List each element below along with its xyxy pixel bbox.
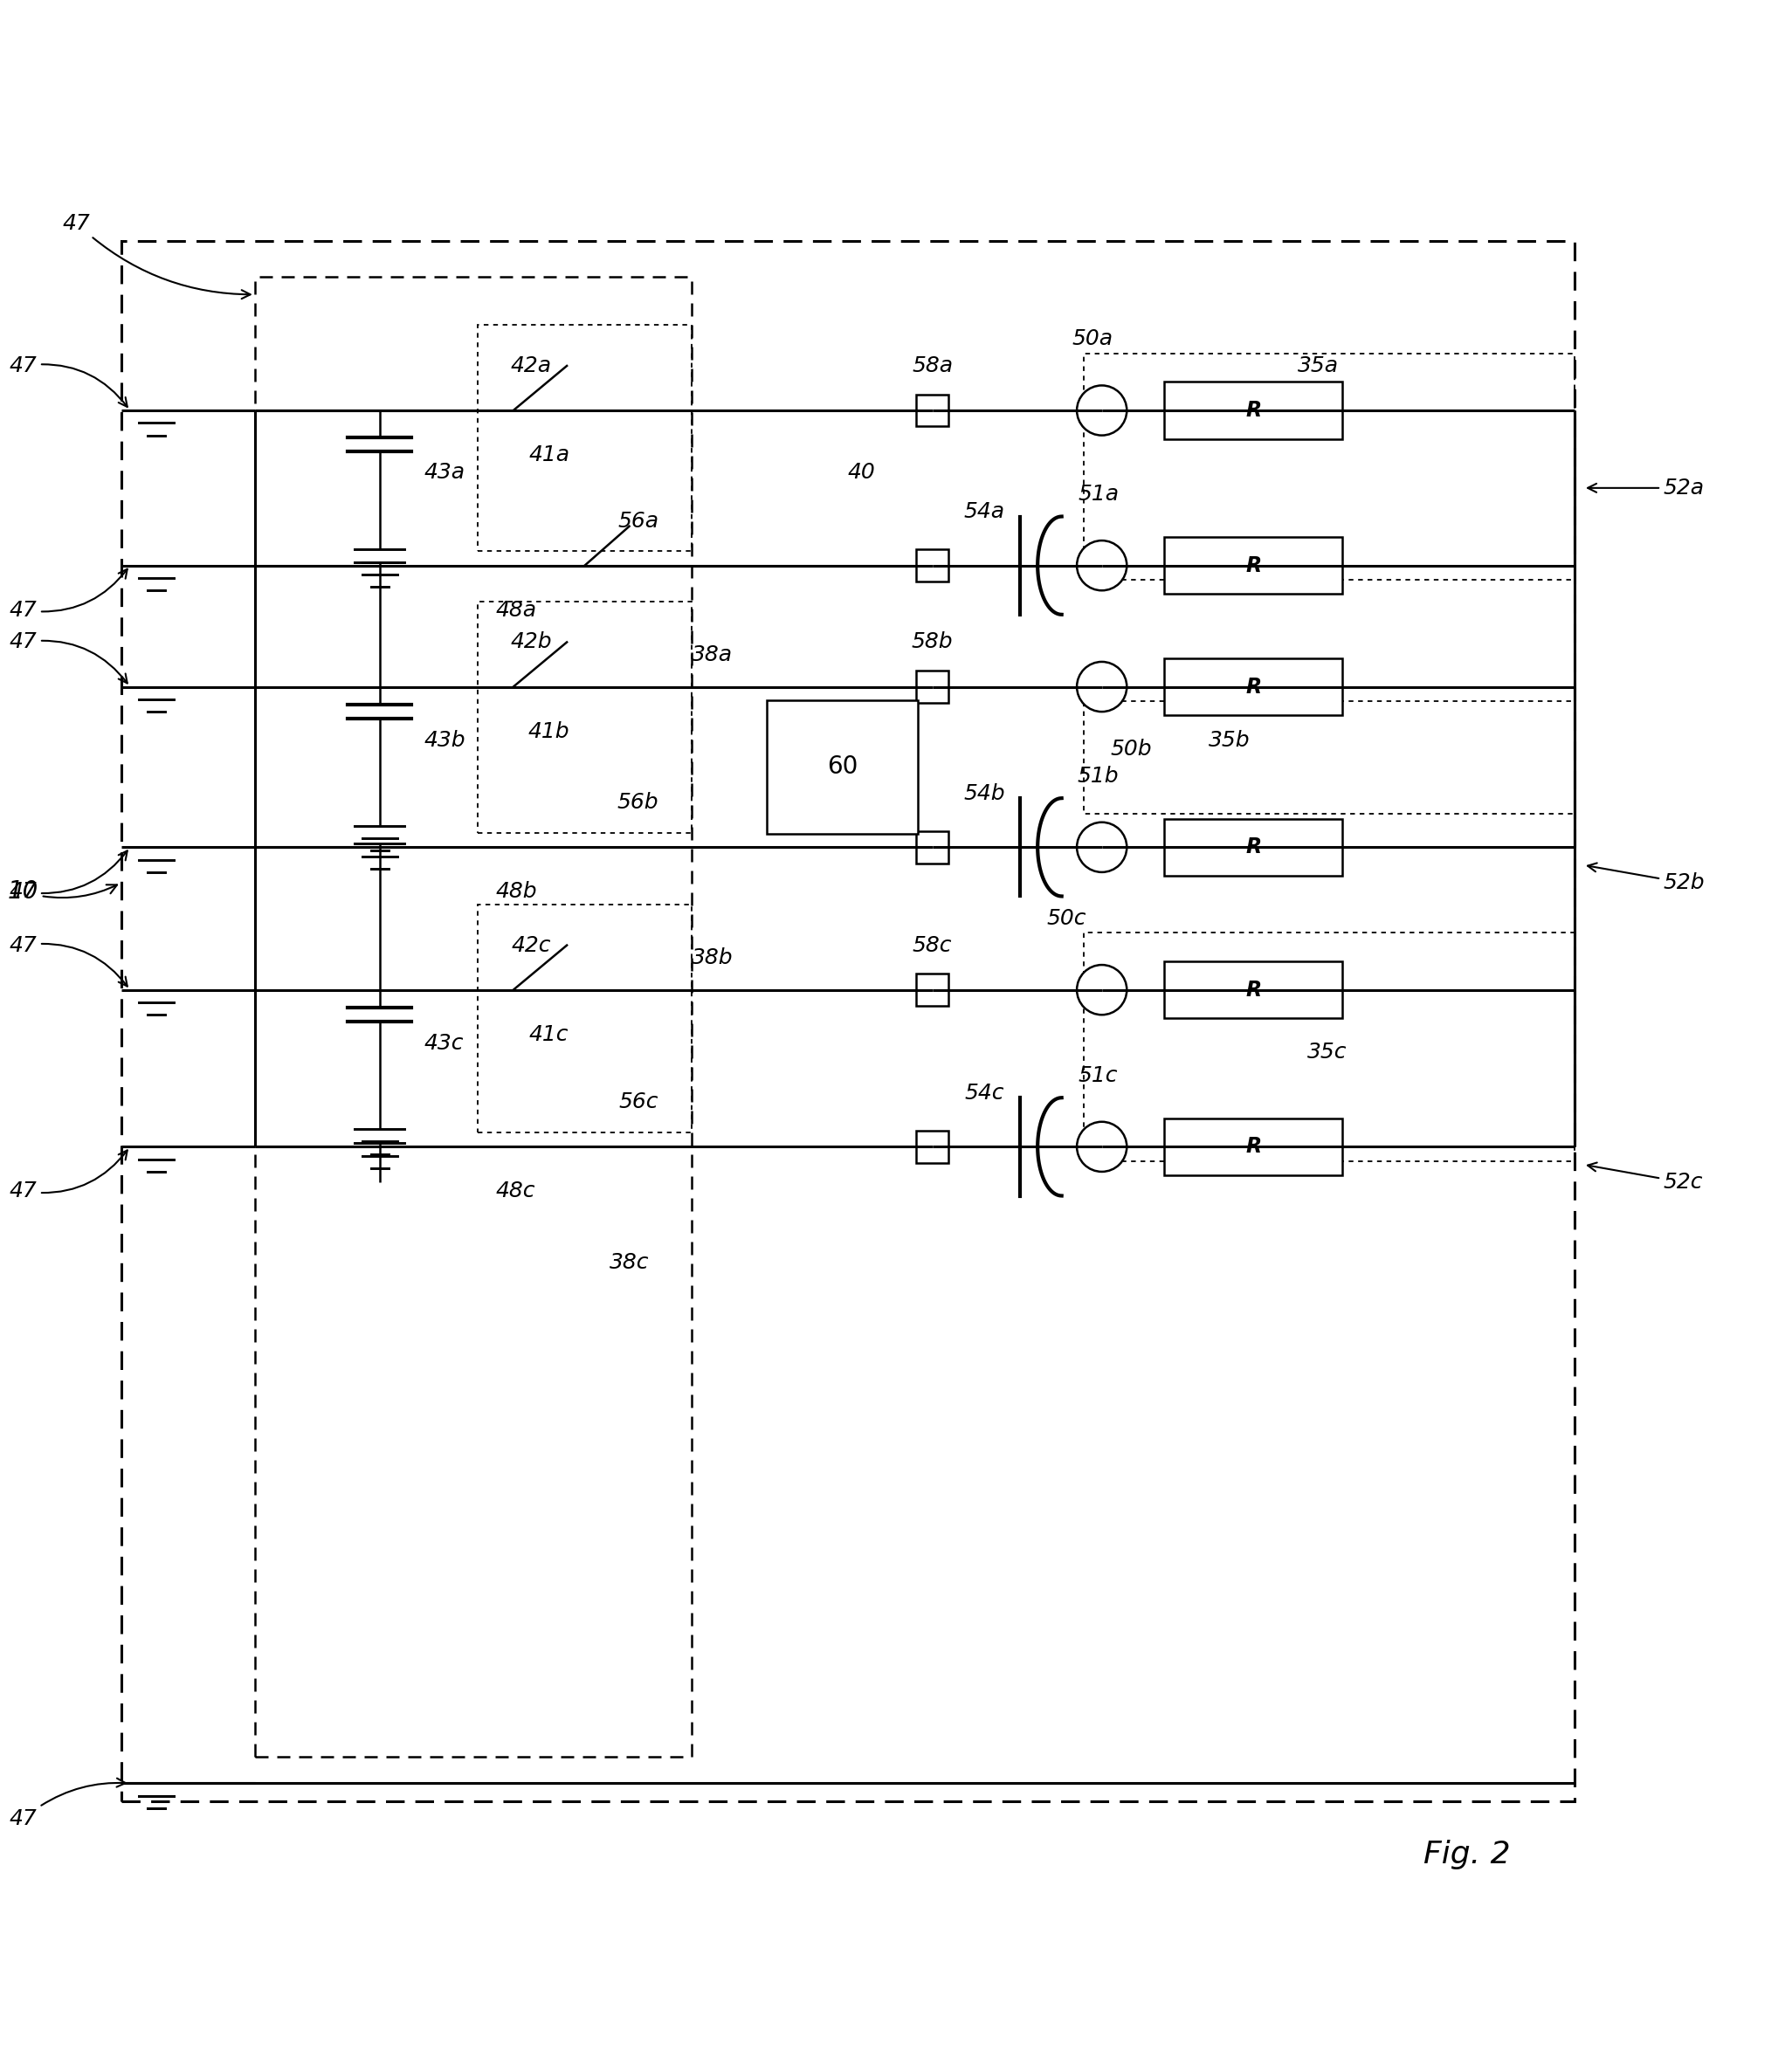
Bar: [916, 550, 948, 582]
Text: R: R: [1245, 677, 1262, 697]
Text: 51a: 51a: [1077, 484, 1118, 505]
Text: 47: 47: [9, 355, 127, 406]
Bar: [916, 1130, 948, 1163]
Text: 52c: 52c: [1588, 1163, 1702, 1194]
Text: 50a: 50a: [1072, 328, 1113, 349]
Text: 47: 47: [9, 1151, 127, 1202]
Bar: [254, 277, 692, 1756]
Text: 56b: 56b: [618, 792, 659, 812]
Text: 48a: 48a: [496, 599, 536, 621]
Text: 38c: 38c: [609, 1253, 649, 1274]
Bar: [767, 699, 918, 835]
Text: R: R: [1245, 1136, 1262, 1157]
Text: 50b: 50b: [1111, 738, 1152, 759]
Text: 58c: 58c: [912, 935, 952, 956]
Text: 58b: 58b: [912, 632, 953, 652]
Bar: [916, 974, 948, 1005]
Text: R: R: [1245, 837, 1262, 857]
Text: 10: 10: [7, 880, 116, 904]
Text: 56a: 56a: [618, 511, 659, 531]
Text: 47: 47: [9, 935, 127, 987]
Bar: [1165, 537, 1342, 595]
Text: 41a: 41a: [529, 445, 570, 466]
Text: 50c: 50c: [1047, 909, 1086, 929]
Text: 54b: 54b: [964, 783, 1005, 804]
Text: R: R: [1245, 556, 1262, 576]
Text: 48c: 48c: [496, 1181, 536, 1202]
Text: 38b: 38b: [692, 948, 733, 968]
Text: 38a: 38a: [692, 644, 733, 665]
Text: 56c: 56c: [618, 1091, 658, 1112]
Bar: [1165, 381, 1342, 439]
Text: 43c: 43c: [425, 1034, 464, 1054]
Bar: [1165, 962, 1342, 1019]
Text: 41b: 41b: [529, 720, 570, 742]
Bar: [478, 904, 692, 1132]
Text: R: R: [1245, 980, 1262, 1001]
Bar: [1165, 1118, 1342, 1175]
Bar: [1084, 353, 1575, 580]
Text: 43b: 43b: [425, 730, 466, 751]
Text: 48b: 48b: [496, 882, 538, 902]
Bar: [478, 601, 692, 833]
Text: 47: 47: [63, 213, 251, 299]
Circle shape: [1077, 1122, 1127, 1171]
Text: 43a: 43a: [425, 461, 466, 484]
Circle shape: [1077, 386, 1127, 435]
Bar: [916, 394, 948, 427]
Text: 54c: 54c: [964, 1083, 1004, 1103]
Text: 35c: 35c: [1306, 1042, 1346, 1062]
Bar: [916, 671, 948, 703]
Circle shape: [1077, 964, 1127, 1015]
Bar: [1165, 818, 1342, 876]
Circle shape: [1077, 822, 1127, 872]
Text: 52b: 52b: [1588, 863, 1706, 894]
Bar: [916, 831, 948, 863]
Bar: [1084, 701, 1575, 814]
Text: 58a: 58a: [912, 355, 953, 375]
Circle shape: [1077, 662, 1127, 712]
Bar: [1084, 933, 1575, 1161]
Text: Fig. 2: Fig. 2: [1425, 1840, 1511, 1868]
Bar: [478, 324, 692, 552]
Text: 52a: 52a: [1588, 478, 1704, 498]
Text: 35b: 35b: [1210, 730, 1251, 751]
Text: 60: 60: [826, 755, 858, 779]
Text: 54a: 54a: [964, 502, 1005, 523]
Text: 47: 47: [9, 632, 127, 683]
Text: R: R: [1245, 400, 1262, 420]
Text: 51c: 51c: [1079, 1064, 1118, 1085]
Text: 42c: 42c: [511, 935, 552, 956]
Bar: [1165, 658, 1342, 716]
Text: 42b: 42b: [511, 632, 552, 652]
Bar: [122, 242, 1575, 1801]
Text: 35a: 35a: [1297, 355, 1339, 375]
Text: 40: 40: [848, 461, 874, 484]
Circle shape: [1077, 541, 1127, 591]
Text: 51b: 51b: [1077, 765, 1118, 786]
Text: 47: 47: [9, 851, 127, 902]
Text: 47: 47: [9, 1778, 125, 1829]
Text: 41c: 41c: [529, 1023, 568, 1044]
Text: 47: 47: [9, 568, 127, 621]
Text: 42a: 42a: [511, 355, 552, 375]
